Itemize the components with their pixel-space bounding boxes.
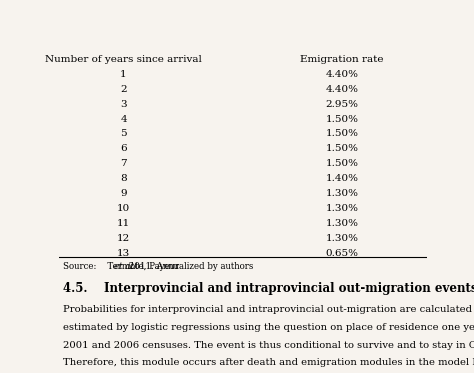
Text: 1.30%: 1.30% (326, 189, 359, 198)
Text: 11: 11 (117, 219, 130, 228)
Text: Emigration rate: Emigration rate (301, 55, 384, 64)
Text: 1.50%: 1.50% (326, 115, 359, 123)
Text: Source:    Termote, Payeur: Source: Termote, Payeur (63, 262, 182, 271)
Text: 9: 9 (120, 189, 127, 198)
Text: Number of years since arrival: Number of years since arrival (45, 55, 202, 64)
Text: 1.30%: 1.30% (326, 234, 359, 243)
Text: 8: 8 (120, 174, 127, 183)
Text: 5: 5 (120, 129, 127, 138)
Text: 1.50%: 1.50% (326, 144, 359, 153)
Text: 1.50%: 1.50% (326, 129, 359, 138)
Text: 1: 1 (120, 70, 127, 79)
Text: 0.65%: 0.65% (326, 249, 359, 258)
Text: 13: 13 (117, 249, 130, 258)
Text: 2001 and 2006 censuses. The event is thus conditional to survive and to stay in : 2001 and 2006 censuses. The event is thu… (63, 341, 474, 350)
Text: 4.40%: 4.40% (326, 85, 359, 94)
Text: Therefore, this module occurs after death and emigration modules in the model LD: Therefore, this module occurs after deat… (63, 358, 474, 367)
Text: estimated by logistic regressions using the question on place of residence one y: estimated by logistic regressions using … (63, 323, 474, 332)
Text: 1.40%: 1.40% (326, 174, 359, 183)
Text: Probabilities for interprovincial and intraprovincial out-migration are calculat: Probabilities for interprovincial and in… (63, 305, 474, 314)
Text: 2.95%: 2.95% (326, 100, 359, 109)
Text: 4.5.    Interprovincial and intraprovincial out-migration events: 4.5. Interprovincial and intraprovincial… (63, 282, 474, 295)
Text: 4.40%: 4.40% (326, 70, 359, 79)
Text: 1.50%: 1.50% (326, 159, 359, 168)
Text: 10: 10 (117, 204, 130, 213)
Text: 3: 3 (120, 100, 127, 109)
Text: 1.30%: 1.30% (326, 204, 359, 213)
Text: 2: 2 (120, 85, 127, 94)
Text: 7: 7 (120, 159, 127, 168)
Text: 4: 4 (120, 115, 127, 123)
Text: et al.: et al. (114, 262, 136, 271)
Text: 6: 6 (120, 144, 127, 153)
Text: 12: 12 (117, 234, 130, 243)
Text: 1.30%: 1.30% (326, 219, 359, 228)
Text: 2011. Annualized by authors: 2011. Annualized by authors (127, 262, 254, 271)
